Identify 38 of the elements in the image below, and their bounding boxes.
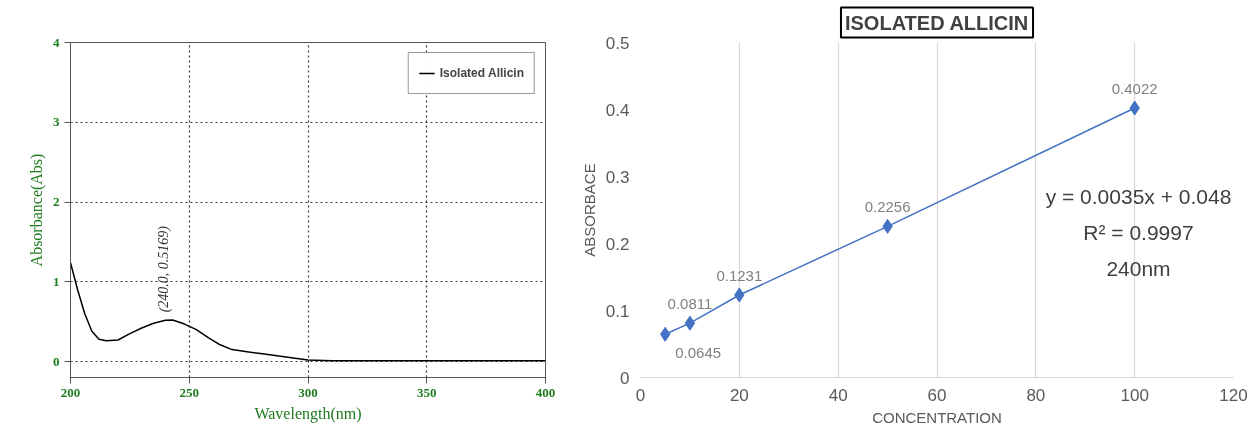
data-label: 0.1231 xyxy=(716,267,763,285)
x-tick-label: 350 xyxy=(417,384,437,400)
x-tick-label: 20 xyxy=(729,385,749,405)
x-tick-label: 300 xyxy=(298,384,318,400)
y-tick-label: 0.2 xyxy=(605,234,630,254)
y-tick-label: 1 xyxy=(53,273,60,289)
x-tick-label: 400 xyxy=(535,384,556,400)
x-tick-label: 100 xyxy=(1120,385,1149,405)
x-axis-title: Wavelength(nm) xyxy=(254,404,362,423)
data-label: 0.2256 xyxy=(864,198,911,216)
y-tick-label: 2 xyxy=(53,194,60,210)
x-tick-label: 200 xyxy=(60,384,81,400)
data-label: 0.0645 xyxy=(675,344,722,362)
y-tick-label: 4 xyxy=(53,34,60,50)
y-axis-title: ABSORBACE xyxy=(580,163,598,257)
annotation: y = 0.0035x + 0.048 xyxy=(1045,184,1232,208)
y-tick-label: 0.1 xyxy=(605,301,630,321)
annotation: R² = 0.9997 xyxy=(1083,220,1194,244)
x-tick-label: 60 xyxy=(927,385,947,405)
y-tick-label: 0.3 xyxy=(605,167,630,187)
chart-title: ISOLATED ALLICIN xyxy=(844,11,1029,34)
y-tick-label: 0.4 xyxy=(605,100,630,120)
x-tick-label: 80 xyxy=(1026,385,1046,405)
data-label: 0.0811 xyxy=(667,295,713,313)
annotation: (240.0, 0.5169) xyxy=(156,225,173,313)
y-tick-label: 0 xyxy=(53,353,60,369)
data-label: 0.4022 xyxy=(1111,80,1158,98)
y-axis-title: Absorbance(Abs) xyxy=(28,153,46,267)
y-tick-label: 3 xyxy=(53,114,60,130)
legend-label: Isolated Allicin xyxy=(439,66,524,80)
x-tick-label: 40 xyxy=(828,385,848,405)
y-tick-label: 0.5 xyxy=(605,33,630,53)
x-tick-label: 250 xyxy=(179,384,199,400)
annotation: 240nm xyxy=(1106,256,1171,280)
x-tick-label: 0 xyxy=(635,385,646,405)
x-axis-title: CONCENTRATION xyxy=(872,408,1002,426)
x-tick-label: 120 xyxy=(1219,385,1248,405)
point xyxy=(684,315,696,331)
